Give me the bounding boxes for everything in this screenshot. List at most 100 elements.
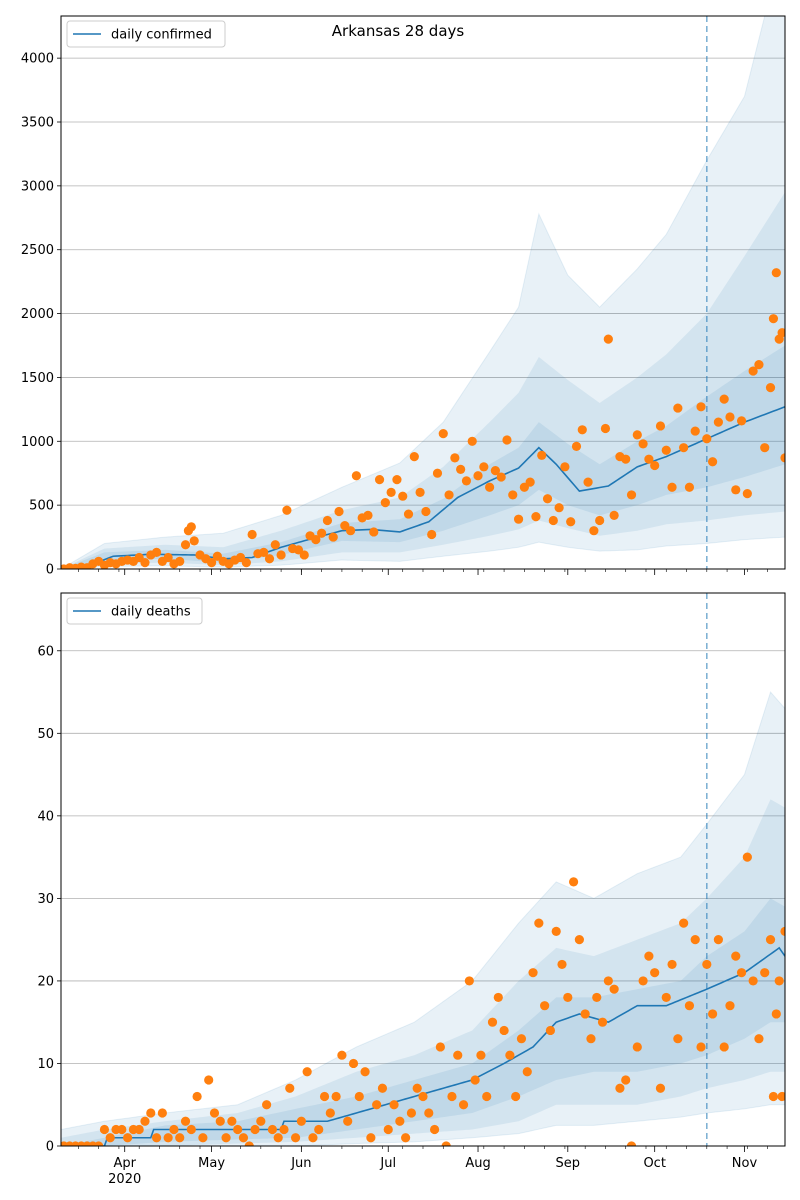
confirmed-observed-point — [589, 526, 598, 535]
deaths-observed-point — [123, 1133, 132, 1142]
confirmed-observed-point — [685, 483, 694, 492]
confirmed-observed-point — [329, 532, 338, 541]
confirmed-observed-point — [708, 457, 717, 466]
deaths-observed-point — [465, 976, 474, 985]
deaths-observed-point — [343, 1117, 352, 1126]
deaths-observed-point — [320, 1092, 329, 1101]
confirmed-observed-point — [323, 516, 332, 525]
confirmed-observed-point — [265, 554, 274, 563]
deaths-observed-point — [378, 1084, 387, 1093]
deaths-observed-point — [459, 1100, 468, 1109]
deaths-observed-point — [540, 1001, 549, 1010]
confirmed-observed-point — [639, 439, 648, 448]
deaths-observed-point — [227, 1117, 236, 1126]
confirmed-observed-point — [175, 557, 184, 566]
deaths-observed-point — [239, 1133, 248, 1142]
deaths-observed-point — [413, 1084, 422, 1093]
confirmed-observed-point — [572, 442, 581, 451]
deaths-observed-point — [488, 1018, 497, 1027]
deaths-observed-point — [610, 985, 619, 994]
deaths-observed-point — [775, 976, 784, 985]
deaths-observed-point — [662, 993, 671, 1002]
deaths-observed-point — [193, 1092, 202, 1101]
confirmed-observed-point — [404, 509, 413, 518]
deaths-y-tick-label: 0 — [46, 1140, 54, 1155]
confirmed-observed-point — [566, 517, 575, 526]
confirmed-observed-point — [578, 425, 587, 434]
deaths-observed-point — [268, 1125, 277, 1134]
confirmed-observed-point — [667, 483, 676, 492]
deaths-observed-point — [633, 1042, 642, 1051]
deaths-observed-point — [297, 1117, 306, 1126]
deaths-observed-point — [106, 1133, 115, 1142]
deaths-observed-point — [766, 935, 775, 944]
deaths-observed-point — [563, 993, 572, 1002]
confirmed-observed-point — [731, 485, 740, 494]
confirmed-observed-point — [363, 511, 372, 520]
confirmed-observed-point — [416, 488, 425, 497]
confirmed-observed-point — [725, 412, 734, 421]
deaths-observed-point — [586, 1034, 595, 1043]
confirmed-observed-point — [508, 490, 517, 499]
deaths-observed-point — [181, 1117, 190, 1126]
deaths-observed-point — [100, 1125, 109, 1134]
confirmed-y-tick-label: 3000 — [21, 179, 54, 194]
confirmed-observed-point — [656, 421, 665, 430]
confirmed-observed-point — [282, 506, 291, 515]
deaths-observed-point — [221, 1133, 230, 1142]
deaths-y-tick-label: 10 — [37, 1057, 54, 1072]
deaths-observed-point — [656, 1084, 665, 1093]
confirmed-observed-point — [468, 437, 477, 446]
deaths-observed-point — [679, 919, 688, 928]
deaths-y-tick-label: 30 — [37, 892, 54, 907]
deaths-observed-point — [546, 1026, 555, 1035]
confirmed-observed-point — [242, 558, 251, 567]
deaths-observed-point — [198, 1133, 207, 1142]
deaths-observed-point — [395, 1117, 404, 1126]
confirmed-observed-point — [181, 540, 190, 549]
confirmed-observed-point — [702, 434, 711, 443]
confirmed-observed-point — [627, 490, 636, 499]
confirmed-observed-point — [387, 488, 396, 497]
confirmed-observed-point — [673, 403, 682, 412]
deaths-observed-point — [204, 1075, 213, 1084]
confirmed-observed-point — [760, 443, 769, 452]
confirmed-observed-point — [549, 516, 558, 525]
deaths-y-tick-label: 60 — [37, 644, 54, 659]
deaths-observed-point — [505, 1051, 514, 1060]
deaths-observed-point — [696, 1042, 705, 1051]
deaths-observed-point — [552, 927, 561, 936]
deaths-observed-point — [644, 952, 653, 961]
confirmed-y-tick-label: 1500 — [21, 371, 54, 386]
deaths-observed-point — [349, 1059, 358, 1068]
confirmed-observed-point — [537, 451, 546, 460]
deaths-observed-point — [146, 1108, 155, 1117]
confirmed-observed-point — [277, 550, 286, 559]
figure: 05001000150020002500300035004000 Arkansa… — [0, 0, 800, 1200]
confirmed-observed-point — [543, 494, 552, 503]
deaths-observed-point — [760, 968, 769, 977]
confirmed-observed-point — [610, 511, 619, 520]
confirmed-observed-point — [439, 429, 448, 438]
deaths-observed-point — [140, 1117, 149, 1126]
confirmed-observed-point — [433, 469, 442, 478]
confirmed-observed-point — [300, 550, 309, 559]
confirmed-observed-point — [604, 335, 613, 344]
confirmed-y-tick-label: 500 — [29, 499, 54, 514]
deaths-observed-point — [731, 952, 740, 961]
confirmed-y-tick-label: 4000 — [21, 52, 54, 67]
deaths-observed-point — [749, 976, 758, 985]
confirmed-observed-point — [720, 395, 729, 404]
deaths-observed-point — [169, 1125, 178, 1134]
confirmed-observed-point — [317, 529, 326, 538]
deaths-observed-point — [436, 1042, 445, 1051]
deaths-observed-point — [511, 1092, 520, 1101]
confirmed-observed-point — [392, 475, 401, 484]
deaths-x-tick-label: Aug — [465, 1156, 490, 1171]
deaths-legend: daily deaths — [67, 598, 202, 624]
deaths-observed-point — [534, 919, 543, 928]
deaths-observed-point — [650, 968, 659, 977]
deaths-observed-point — [291, 1133, 300, 1142]
confirmed-observed-point — [352, 471, 361, 480]
confirmed-observed-point — [381, 498, 390, 507]
